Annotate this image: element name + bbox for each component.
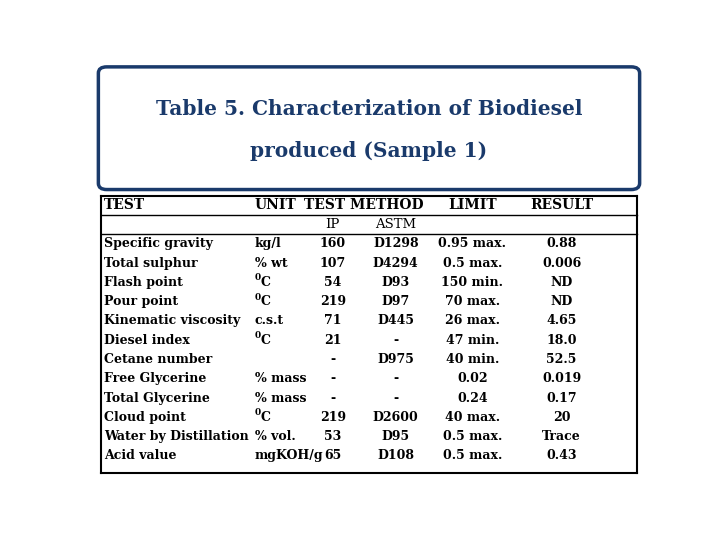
Text: 52.5: 52.5	[546, 353, 577, 366]
Text: 18.0: 18.0	[546, 334, 577, 347]
Text: 71: 71	[324, 314, 341, 327]
Text: Trace: Trace	[542, 430, 581, 443]
Text: C: C	[261, 411, 271, 424]
Text: Diesel index: Diesel index	[104, 334, 190, 347]
Text: Free Glycerine: Free Glycerine	[104, 372, 207, 385]
Text: 70 max.: 70 max.	[445, 295, 500, 308]
Text: 0.5 max.: 0.5 max.	[443, 256, 502, 269]
Text: 0.019: 0.019	[542, 372, 581, 385]
Text: ND: ND	[550, 295, 572, 308]
Text: TEST METHOD: TEST METHOD	[305, 198, 424, 212]
Text: 53: 53	[324, 430, 341, 443]
Text: D445: D445	[377, 314, 414, 327]
Text: D97: D97	[382, 295, 410, 308]
Text: D93: D93	[382, 276, 410, 289]
Text: Acid value: Acid value	[104, 449, 176, 462]
Text: 20: 20	[553, 411, 570, 424]
Text: % mass: % mass	[255, 372, 306, 385]
Text: 107: 107	[320, 256, 346, 269]
Text: % wt: % wt	[255, 256, 287, 269]
Text: Cetane number: Cetane number	[104, 353, 212, 366]
Text: Cloud point: Cloud point	[104, 411, 186, 424]
Text: UNIT: UNIT	[255, 198, 297, 212]
Text: C: C	[261, 295, 271, 308]
Text: TEST: TEST	[104, 198, 145, 212]
Text: kg/l: kg/l	[255, 238, 282, 251]
Text: 0.24: 0.24	[457, 392, 487, 404]
Text: 40 max.: 40 max.	[445, 411, 500, 424]
Text: D108: D108	[377, 449, 414, 462]
Text: 40 min.: 40 min.	[446, 353, 499, 366]
Text: 0.95 max.: 0.95 max.	[438, 238, 506, 251]
Text: D975: D975	[377, 353, 414, 366]
Text: 219: 219	[320, 411, 346, 424]
Text: 0: 0	[255, 331, 261, 340]
Text: 54: 54	[324, 276, 341, 289]
Text: 65: 65	[324, 449, 341, 462]
Text: LIMIT: LIMIT	[448, 198, 497, 212]
Text: C: C	[261, 334, 271, 347]
Text: 0.17: 0.17	[546, 392, 577, 404]
Text: RESULT: RESULT	[530, 198, 593, 212]
Text: mgKOH/g: mgKOH/g	[255, 449, 323, 462]
Text: D1298: D1298	[373, 238, 418, 251]
Text: 0.5 max.: 0.5 max.	[443, 449, 502, 462]
Text: D95: D95	[382, 430, 410, 443]
Text: Pour point: Pour point	[104, 295, 178, 308]
FancyBboxPatch shape	[99, 67, 639, 190]
Text: 4.65: 4.65	[546, 314, 577, 327]
Text: Total sulphur: Total sulphur	[104, 256, 197, 269]
Text: 0.88: 0.88	[546, 238, 577, 251]
Text: % mass: % mass	[255, 392, 306, 404]
Text: 0: 0	[255, 408, 261, 417]
Text: 0.43: 0.43	[546, 449, 577, 462]
Text: -: -	[330, 353, 336, 366]
Text: 219: 219	[320, 295, 346, 308]
Text: D2600: D2600	[373, 411, 418, 424]
Text: ASTM: ASTM	[375, 218, 416, 231]
Text: ND: ND	[550, 276, 572, 289]
Text: 150 min.: 150 min.	[441, 276, 503, 289]
Text: -: -	[393, 334, 398, 347]
Text: -: -	[393, 392, 398, 404]
Text: % vol.: % vol.	[255, 430, 295, 443]
Text: 21: 21	[324, 334, 341, 347]
Text: D4294: D4294	[373, 256, 418, 269]
Text: 160: 160	[320, 238, 346, 251]
Text: -: -	[330, 392, 336, 404]
Text: 0.02: 0.02	[457, 372, 487, 385]
Text: produced (Sample 1): produced (Sample 1)	[251, 141, 487, 161]
Text: Kinematic viscosity: Kinematic viscosity	[104, 314, 240, 327]
Text: 47 min.: 47 min.	[446, 334, 499, 347]
Text: -: -	[393, 372, 398, 385]
Text: -: -	[330, 372, 336, 385]
Text: Flash point: Flash point	[104, 276, 183, 289]
Text: 0.5 max.: 0.5 max.	[443, 430, 502, 443]
Text: c.s.t: c.s.t	[255, 314, 284, 327]
Text: 26 max.: 26 max.	[445, 314, 500, 327]
Text: 0.006: 0.006	[542, 256, 581, 269]
Text: Specific gravity: Specific gravity	[104, 238, 213, 251]
Text: Table 5. Characterization of Biodiesel: Table 5. Characterization of Biodiesel	[156, 99, 582, 119]
Text: Water by Distillation: Water by Distillation	[104, 430, 248, 443]
Text: Total Glycerine: Total Glycerine	[104, 392, 210, 404]
Text: C: C	[261, 276, 271, 289]
Text: 0: 0	[255, 273, 261, 282]
Text: IP: IP	[325, 218, 340, 231]
Text: 0: 0	[255, 293, 261, 302]
